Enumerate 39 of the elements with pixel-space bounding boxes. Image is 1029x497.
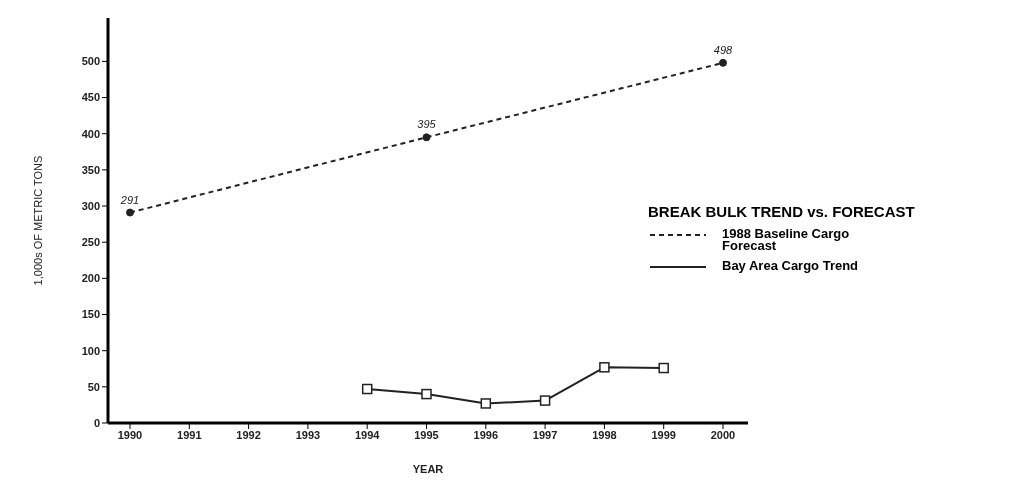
y-tick-label: 50: [87, 380, 100, 393]
point: [480, 398, 492, 409]
point: [599, 362, 610, 373]
point: [422, 133, 431, 142]
x-tick-label: 1997: [532, 428, 558, 441]
x-tick-label: 1990: [117, 428, 143, 441]
x-tick-label: 1998: [592, 428, 617, 441]
x-tick-label: 1995: [414, 428, 439, 441]
y-tick-label: 150: [81, 308, 100, 321]
y-tick-label: 300: [81, 199, 100, 212]
y-tick-label: 100: [81, 344, 100, 357]
data-label: 498: [713, 43, 734, 56]
point: [539, 395, 551, 406]
y-tick-label: 250: [81, 236, 100, 249]
x-tick-label: 1994: [354, 428, 381, 441]
x-tick-label: 1996: [473, 428, 499, 441]
y-tick-label: 0: [93, 416, 100, 429]
y-tick-label: 450: [81, 91, 100, 104]
legend-label: 1988 Baseline Cargo Forecast: [722, 226, 851, 253]
y-tick-label: 200: [81, 272, 100, 285]
x-axis-title: YEAR: [412, 463, 444, 475]
y-tick-label: 350: [81, 163, 100, 176]
y-axis-title: 1,000s OF METRIC TONS: [31, 155, 44, 286]
x-tick-label: 1991: [177, 428, 202, 441]
point: [126, 208, 134, 217]
y-tick-label: 400: [81, 127, 100, 140]
legend-title: BREAK BULK TREND vs. FORECAST: [648, 203, 916, 220]
data-label: 395: [417, 118, 437, 131]
x-tick-label: 2000: [710, 428, 736, 441]
point: [421, 388, 432, 400]
data-label: 291: [119, 193, 140, 206]
y-tick-label: 500: [81, 55, 100, 68]
point: [361, 383, 373, 395]
point: [719, 58, 727, 67]
x-tick-label: 1999: [651, 428, 676, 441]
point: [658, 362, 669, 374]
x-tick-label: 1993: [295, 428, 321, 441]
x-tick-label: 1992: [236, 428, 261, 441]
legend-label: Bay Area Cargo Trend: [722, 258, 860, 273]
